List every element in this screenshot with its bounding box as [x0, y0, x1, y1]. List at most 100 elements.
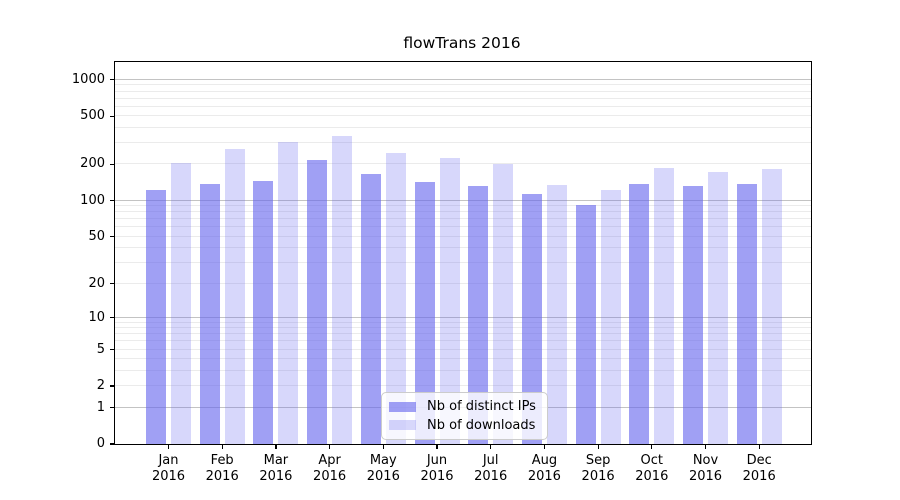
bar-distinct-ips-jun — [414, 182, 435, 444]
x-tick-mark — [436, 445, 438, 450]
x-tick-mark — [597, 445, 599, 450]
legend-swatch-distinct-ips — [389, 401, 416, 412]
bar-downloads-mar — [278, 142, 299, 444]
bar-downloads-jul — [493, 164, 514, 444]
x-tick-mark — [758, 445, 760, 450]
y-tick-mark — [109, 406, 114, 409]
bar-downloads-feb — [224, 148, 245, 444]
legend-label-downloads: Nb of downloads — [427, 417, 536, 433]
y-tick-mark — [109, 200, 114, 202]
gridline-minor — [115, 142, 811, 144]
y-tick-mark — [109, 236, 114, 238]
bar-distinct-ips-jan — [146, 189, 166, 444]
gridline-minor — [115, 235, 811, 237]
gridline-minor — [115, 333, 811, 335]
legend-label-distinct-ips: Nb of distinct IPs — [427, 399, 536, 415]
x-tick-mark — [221, 445, 223, 450]
gridline-minor — [115, 385, 811, 387]
y-tick-mark — [109, 163, 114, 165]
bar-distinct-ips-jul — [468, 185, 489, 444]
legend-row-distinct-ips: Nb of distinct IPs — [389, 399, 539, 414]
x-tick-mark — [167, 445, 170, 450]
y-tick-label: 100 — [80, 192, 105, 208]
bar-distinct-ips-feb — [199, 184, 220, 444]
gridline-minor — [115, 90, 811, 92]
gridline-minor — [115, 282, 811, 284]
gridline-minor — [115, 261, 811, 263]
gridline-minor — [115, 348, 811, 350]
chart-title: flowTrans 2016 — [403, 34, 521, 52]
gridline-minor — [115, 97, 811, 99]
gridline-minor — [115, 358, 811, 360]
legend-swatch-downloads — [389, 420, 416, 431]
gridline-major — [115, 316, 811, 318]
gridline-minor — [115, 340, 811, 342]
x-tick-mark — [704, 445, 707, 450]
y-tick-mark — [109, 282, 114, 285]
y-tick-label: 500 — [80, 108, 105, 124]
y-tick-mark — [109, 316, 114, 319]
gridline-minor — [115, 369, 811, 371]
gridline-minor — [115, 247, 811, 249]
bar-distinct-ips-apr — [307, 160, 328, 444]
bar-distinct-ips-mar — [253, 180, 274, 444]
x-tick-label-sep: Sep 2016 — [581, 453, 615, 484]
bar-downloads-nov — [708, 171, 728, 444]
bar-downloads-jun — [439, 158, 460, 444]
x-tick-mark — [329, 445, 331, 450]
y-tick-mark — [109, 443, 114, 445]
y-tick-label: 5 — [96, 341, 105, 357]
x-tick-mark — [543, 445, 546, 450]
x-tick-label-oct: Oct 2016 — [635, 453, 669, 484]
x-tick-label-dec: Dec 2016 — [742, 453, 776, 484]
gridline-minor — [115, 105, 811, 107]
legend-row-downloads: Nb of downloads — [389, 418, 539, 433]
gridline-minor — [115, 163, 811, 165]
y-tick-label: 200 — [80, 156, 105, 172]
y-tick-label: 10 — [88, 309, 105, 325]
x-tick-label-apr: Apr 2016 — [313, 453, 347, 484]
bar-downloads-oct — [654, 167, 675, 444]
x-tick-label-jun: Jun 2016 — [420, 453, 454, 484]
bar-downloads-sep — [600, 189, 621, 444]
bar-downloads-dec — [761, 168, 782, 444]
bar-distinct-ips-sep — [575, 205, 596, 444]
gridline-major — [115, 78, 811, 80]
x-tick-mark — [651, 445, 653, 450]
x-tick-label-jul: Jul 2016 — [474, 453, 508, 484]
y-tick-label: 1 — [96, 399, 105, 415]
gridline-minor — [115, 115, 811, 117]
y-tick-mark — [109, 385, 114, 387]
y-tick-label: 50 — [88, 228, 105, 244]
x-tick-label-nov: Nov 2016 — [688, 453, 723, 484]
bar-distinct-ips-may — [360, 173, 381, 444]
bar-downloads-apr — [332, 135, 353, 444]
gridline-minor — [115, 205, 811, 207]
gridline-minor — [115, 84, 811, 86]
y-tick-label: 20 — [88, 275, 105, 291]
gridline-minor — [115, 226, 811, 228]
x-tick-label-jan: Jan 2016 — [151, 453, 186, 484]
bar-distinct-ips-aug — [521, 193, 542, 444]
x-tick-mark — [490, 445, 492, 450]
y-tick-label: 1000 — [71, 71, 105, 87]
x-tick-label-mar: Mar 2016 — [259, 453, 293, 484]
gridline-minor — [115, 127, 811, 128]
y-tick-mark — [109, 79, 114, 81]
bar-downloads-aug — [546, 185, 567, 444]
gridline-minor — [115, 211, 811, 213]
y-tick-label: 2 — [96, 378, 105, 394]
x-tick-label-aug: Aug 2016 — [527, 453, 561, 484]
bar-distinct-ips-oct — [629, 183, 650, 444]
bar-downloads-jan — [171, 162, 191, 444]
y-tick-label: 0 — [96, 436, 105, 451]
gridline-minor — [115, 327, 811, 329]
plot-area: 0 1 2 5 10 20 50 100 200 500 1000 Jan 2016 Feb 2016… — [72, 61, 812, 484]
bar-distinct-ips-nov — [683, 185, 703, 444]
gridline-minor — [115, 321, 811, 323]
x-tick-mark — [382, 445, 384, 450]
bar-distinct-ips-dec — [736, 184, 757, 444]
y-tick-mark — [109, 348, 114, 351]
gridline-major — [115, 199, 811, 201]
